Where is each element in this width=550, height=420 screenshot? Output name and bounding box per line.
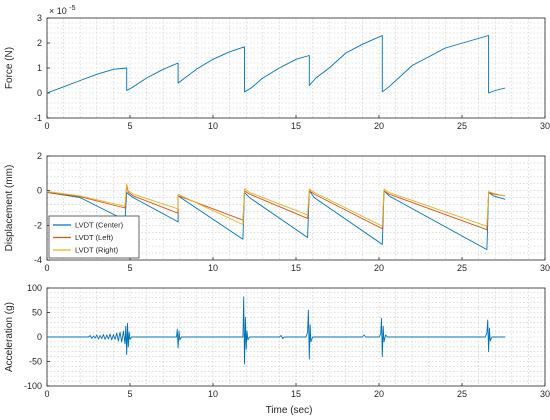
y-tick-label: 0 — [37, 332, 42, 342]
y-tick-label: -100 — [24, 381, 42, 391]
panel-2: 0 5 10 15 20 25 30 -4 -2 0 2 Displacement (mm) LVDT … — [4, 151, 550, 273]
x-tick-label: 10 — [208, 263, 218, 273]
x-tick-label: 20 — [374, 263, 384, 273]
y-tick-label: 1 — [37, 63, 42, 73]
x-tick-label: 5 — [127, 389, 132, 399]
x-tick-label: 15 — [291, 121, 301, 131]
x-tick-label: 30 — [540, 389, 550, 399]
series-line-1 — [47, 296, 506, 365]
x-tick-label: 20 — [374, 121, 384, 131]
x-tick-label: 30 — [540, 263, 550, 273]
x-axis-label: Time (sec) — [266, 405, 313, 416]
series-line-3 — [46, 183, 506, 227]
series-line-1 — [46, 190, 506, 251]
x-tick-label: 25 — [457, 263, 467, 273]
x-tick-label: 25 — [457, 121, 467, 131]
y-tick-label: 2 — [37, 38, 42, 48]
x-tick-label: 0 — [44, 121, 49, 131]
y-tick-label: -1 — [34, 113, 42, 123]
y-axis-label: Force (N) — [4, 47, 15, 89]
y-tick-label: -4 — [34, 255, 42, 265]
x-tick-label: 5 — [127, 121, 132, 131]
y-exponent-label: × 10 -5 — [49, 5, 76, 16]
x-tick-label: 15 — [291, 263, 301, 273]
y-tick-label: 3 — [37, 13, 42, 23]
x-tick-label: 0 — [44, 263, 49, 273]
y-tick-label: 0 — [37, 186, 42, 196]
x-tick-label: 25 — [457, 389, 467, 399]
legend-entry: LVDT (Right) — [75, 246, 119, 255]
y-axis-label: Displacement (mm) — [4, 165, 15, 252]
y-axis-label: Acceleration (g) — [4, 302, 15, 372]
y-tick-label: 50 — [32, 308, 42, 318]
legend-entry: LVDT (Center) — [75, 221, 124, 230]
y-tick-label: 100 — [27, 283, 42, 293]
y-tick-label: 0 — [37, 88, 42, 98]
y-tick-label: 2 — [37, 151, 42, 161]
x-tick-label: 15 — [291, 389, 301, 399]
series-line-1 — [46, 35, 506, 94]
x-tick-label: 20 — [374, 389, 384, 399]
y-tick-label: -50 — [29, 357, 42, 367]
x-tick-label: 10 — [208, 389, 218, 399]
legend-entry: LVDT (Left) — [75, 233, 114, 242]
legend: LVDT (Center) LVDT (Left) LVDT (Right) — [48, 215, 140, 259]
x-tick-label: 10 — [208, 121, 218, 131]
x-tick-label: 5 — [127, 263, 132, 273]
x-tick-label: 0 — [44, 389, 49, 399]
y-tick-label: -2 — [34, 220, 42, 230]
y-exponent-power: -5 — [69, 5, 75, 12]
panel-3: 0 5 10 15 20 25 30 -100 -50 0 50 100 Acceleration (g… — [4, 283, 550, 399]
x-tick-label: 30 — [540, 121, 550, 131]
